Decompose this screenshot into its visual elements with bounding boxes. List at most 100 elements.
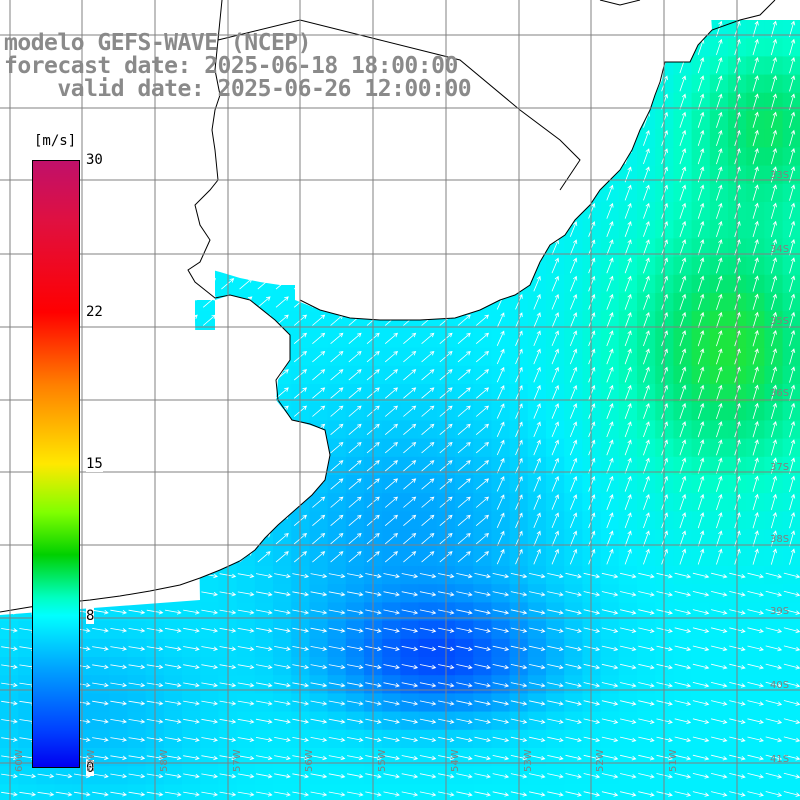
wind-arrow bbox=[692, 627, 710, 633]
wind-cell bbox=[382, 475, 401, 494]
wind-arrow bbox=[601, 572, 619, 579]
wind-arrow bbox=[601, 645, 619, 652]
wind-arrow bbox=[569, 475, 578, 492]
wind-cell bbox=[473, 493, 492, 512]
wind-cell bbox=[455, 438, 474, 458]
wind-arrow bbox=[716, 548, 723, 565]
wind-arrow bbox=[565, 754, 582, 761]
wind-arrow bbox=[565, 791, 582, 797]
wind-arrow bbox=[620, 645, 637, 652]
wind-arrow bbox=[770, 530, 777, 547]
wind-arrow bbox=[384, 478, 399, 490]
wind-arrow bbox=[492, 609, 510, 615]
lat-label: 36S bbox=[770, 388, 790, 399]
wind-arrow bbox=[533, 494, 541, 510]
wind-arrow bbox=[565, 736, 582, 743]
wind-arrow bbox=[606, 530, 614, 547]
wind-arrow bbox=[328, 737, 346, 742]
wind-arrow bbox=[492, 700, 510, 706]
wind-cell bbox=[400, 347, 420, 367]
wind-arrow bbox=[384, 387, 399, 399]
wind-arrow bbox=[606, 312, 614, 328]
wind-arrow bbox=[403, 532, 417, 545]
wind-arrow bbox=[606, 494, 614, 510]
wind-arrow bbox=[55, 791, 73, 797]
wind-arrow bbox=[310, 627, 328, 633]
wind-arrow bbox=[638, 663, 655, 670]
wind-arrow bbox=[384, 441, 399, 454]
wind-arrow bbox=[347, 664, 364, 670]
wind-arrow bbox=[237, 646, 255, 651]
wind-arrow bbox=[401, 591, 419, 597]
wind-arrow bbox=[237, 773, 255, 779]
wind-arrow bbox=[547, 682, 564, 688]
wind-arrow bbox=[747, 645, 764, 652]
wind-arrow bbox=[347, 646, 364, 651]
wind-arrow bbox=[716, 111, 723, 128]
wind-cell bbox=[345, 347, 365, 367]
wind-arrow bbox=[330, 496, 344, 508]
wind-arrow bbox=[456, 573, 473, 579]
wind-arrow bbox=[1, 737, 18, 742]
wind-arrow bbox=[752, 420, 759, 438]
wind-cell bbox=[327, 347, 347, 367]
wind-arrow bbox=[752, 202, 759, 219]
wind-arrow bbox=[697, 348, 705, 365]
wind-arrow bbox=[716, 220, 723, 238]
wind-arrow bbox=[752, 329, 759, 347]
wind-arrow bbox=[547, 700, 564, 706]
wind-arrow bbox=[1, 773, 18, 779]
wind-arrow bbox=[533, 475, 541, 492]
wind-cell bbox=[382, 456, 401, 476]
wind-arrow bbox=[419, 700, 437, 706]
wind-arrow bbox=[551, 348, 559, 365]
wind-arrow bbox=[620, 572, 637, 579]
wind-arrow bbox=[551, 439, 559, 456]
wind-arrow bbox=[547, 773, 564, 779]
wind-arrow bbox=[456, 682, 473, 688]
wind-arrow bbox=[547, 718, 564, 724]
wind-arrow bbox=[674, 627, 692, 633]
wind-arrow bbox=[1, 682, 18, 688]
wind-arrow bbox=[789, 20, 796, 37]
wind-arrow bbox=[752, 220, 759, 238]
wind-arrow bbox=[765, 754, 783, 761]
wind-arrow bbox=[474, 773, 491, 779]
wind-arrow bbox=[643, 312, 650, 328]
wind-arrow bbox=[620, 736, 637, 743]
wind-arrow bbox=[789, 348, 796, 365]
wind-arrow bbox=[201, 755, 219, 761]
wind-arrow bbox=[330, 514, 344, 527]
wind-arrow bbox=[401, 645, 419, 652]
wind-arrow bbox=[348, 532, 362, 545]
wind-arrow bbox=[533, 530, 541, 547]
wind-arrow bbox=[643, 257, 650, 274]
wind-cell bbox=[345, 438, 365, 458]
model-title: modelo GEFS-WAVE (NCEP) bbox=[4, 30, 312, 56]
wind-arrow bbox=[257, 296, 271, 308]
wind-arrow bbox=[164, 755, 182, 761]
wind-arrow bbox=[274, 591, 291, 597]
wind-arrow bbox=[201, 609, 219, 615]
wind-arrow bbox=[770, 275, 777, 292]
wind-arrow bbox=[421, 350, 435, 363]
wind-cell bbox=[473, 475, 492, 494]
wind-cell bbox=[273, 529, 292, 549]
wind-arrow bbox=[716, 512, 723, 529]
wind-arrow bbox=[384, 332, 399, 345]
wind-arrow bbox=[643, 494, 650, 510]
wind-arrow bbox=[697, 111, 705, 128]
wind-arrow bbox=[711, 773, 728, 779]
wind-arrow bbox=[643, 239, 650, 256]
wind-arrow bbox=[419, 573, 437, 579]
wind-arrow bbox=[569, 512, 578, 529]
wind-arrow bbox=[255, 737, 273, 742]
wind-arrow bbox=[551, 403, 559, 419]
lat-label: 34S bbox=[770, 244, 790, 255]
wind-arrow bbox=[606, 275, 614, 292]
wind-arrow bbox=[770, 111, 777, 128]
wind-arrow bbox=[643, 275, 650, 292]
wind-cell bbox=[345, 511, 365, 531]
wind-arrow bbox=[711, 791, 728, 797]
wind-arrow bbox=[55, 773, 73, 779]
